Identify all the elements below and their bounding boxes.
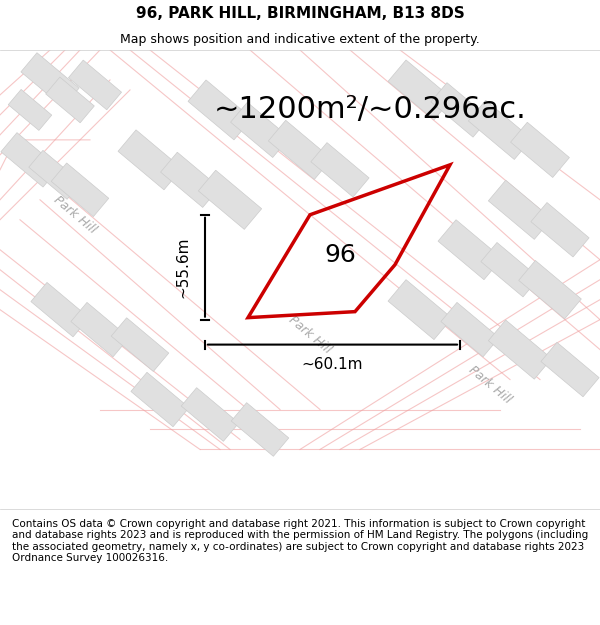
Polygon shape [441,302,499,357]
Polygon shape [181,388,239,441]
Polygon shape [268,120,332,179]
Polygon shape [51,163,109,217]
Polygon shape [0,50,100,140]
Polygon shape [511,122,569,177]
Polygon shape [161,152,220,208]
Polygon shape [8,89,52,131]
Polygon shape [488,320,551,379]
Polygon shape [21,52,79,107]
Polygon shape [29,151,81,199]
Polygon shape [46,77,94,122]
Polygon shape [388,279,452,339]
Polygon shape [0,50,120,230]
Polygon shape [231,402,289,456]
Text: 96: 96 [324,242,356,267]
Polygon shape [68,60,122,110]
Polygon shape [541,342,599,397]
Text: Map shows position and indicative extent of the property.: Map shows position and indicative extent… [120,32,480,46]
Polygon shape [518,261,581,319]
Polygon shape [481,242,539,297]
Polygon shape [1,132,59,187]
Polygon shape [199,170,262,229]
Polygon shape [131,372,189,427]
Text: Contains OS data © Crown copyright and database right 2021. This information is : Contains OS data © Crown copyright and d… [12,519,588,563]
Text: Park Hill: Park Hill [466,363,514,406]
Text: ~55.6m: ~55.6m [175,236,190,298]
Polygon shape [118,130,182,190]
Text: ~1200m²/~0.296ac.: ~1200m²/~0.296ac. [214,96,526,124]
Polygon shape [71,302,129,357]
Polygon shape [120,50,600,389]
Text: ~60.1m: ~60.1m [302,357,363,372]
Polygon shape [311,142,369,197]
Text: Park Hill: Park Hill [51,193,99,236]
Polygon shape [438,220,502,280]
Text: Park Hill: Park Hill [286,313,334,356]
Polygon shape [469,100,532,159]
Polygon shape [388,60,452,120]
Polygon shape [31,282,89,337]
Polygon shape [111,318,169,371]
Polygon shape [230,102,289,158]
Text: 96, PARK HILL, BIRMINGHAM, B13 8DS: 96, PARK HILL, BIRMINGHAM, B13 8DS [136,6,464,21]
Polygon shape [188,80,252,140]
Polygon shape [531,202,589,257]
Polygon shape [488,180,551,239]
Polygon shape [431,82,489,137]
